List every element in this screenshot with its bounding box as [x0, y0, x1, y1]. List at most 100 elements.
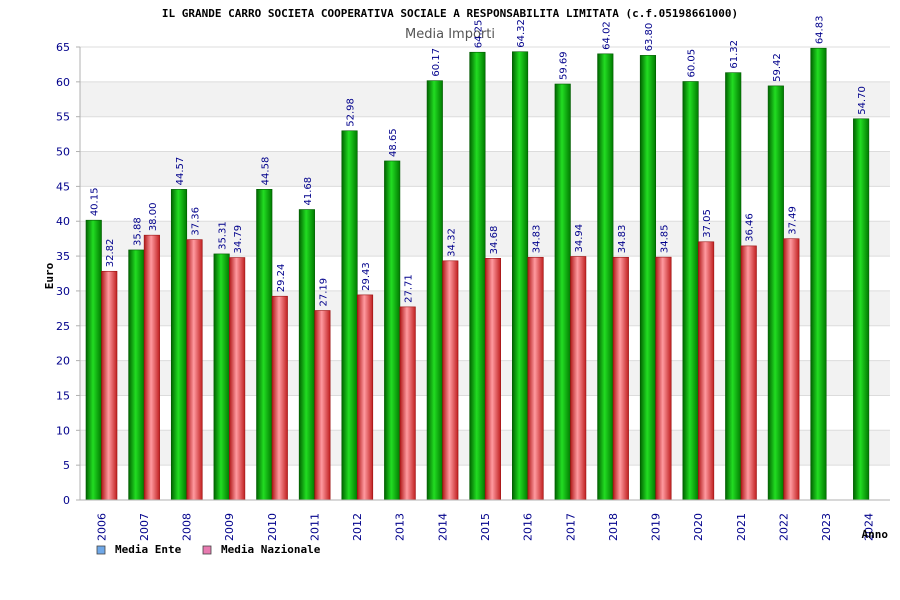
- bar-media-nazionale: [783, 238, 800, 501]
- bar-media-ente: [554, 83, 571, 501]
- x-tick-label: 2008: [181, 513, 194, 541]
- y-tick-label: 5: [63, 459, 70, 472]
- y-tick-label: 30: [56, 285, 70, 298]
- x-tick-label: 2010: [266, 513, 279, 541]
- bar-media-nazionale: [570, 256, 587, 501]
- bar-media-nazionale: [484, 258, 501, 501]
- bar-media-nazionale: [740, 245, 757, 501]
- y-tick-label: 40: [56, 215, 70, 228]
- y-tick-label: 65: [56, 41, 70, 54]
- value-label-media-nazionale: 36.46: [745, 213, 756, 242]
- value-label-media-ente: 40.15: [90, 188, 101, 217]
- value-label-media-nazionale: 32.82: [105, 239, 116, 268]
- bar-media-ente: [426, 80, 443, 501]
- bar-media-ente: [85, 219, 102, 501]
- value-label-media-ente: 64.32: [516, 19, 527, 48]
- value-label-media-ente: 44.58: [260, 157, 271, 186]
- x-tick-label: 2014: [436, 513, 449, 541]
- bar-media-nazionale: [143, 234, 160, 501]
- value-label-media-nazionale: 34.32: [446, 228, 457, 257]
- value-label-media-nazionale: 37.36: [191, 207, 202, 236]
- y-tick-label: 50: [56, 146, 70, 159]
- y-axis-label: Euro: [43, 262, 56, 289]
- y-tick-label: 10: [56, 424, 70, 437]
- value-label-media-nazionale: 29.43: [361, 262, 372, 291]
- y-tick-label: 35: [56, 250, 70, 263]
- y-axis-ticks: 0 5 10 15 20 25 30 35 40 45 50 55 60 65: [56, 41, 80, 507]
- bar-media-nazionale: [356, 294, 374, 501]
- legend-label-media-nazionale: Media Nazionale: [221, 543, 321, 556]
- bar-media-nazionale: [314, 310, 331, 501]
- x-tick-label: 2017: [564, 513, 577, 541]
- y-tick-label: 60: [56, 76, 70, 89]
- x-tick-label: 2023: [820, 513, 833, 541]
- value-label-media-nazionale: 34.94: [574, 224, 585, 253]
- value-labels: 40.15 32.82 35.88 38.00 44.57 37.36 35.31 34.79…: [90, 16, 868, 307]
- bar-media-ente: [384, 160, 401, 501]
- bar-media-nazionale: [399, 306, 416, 501]
- x-tick-label: 2006: [95, 513, 108, 541]
- y-tick-label: 25: [56, 320, 70, 333]
- bar-media-nazionale: [698, 241, 715, 501]
- bar-media-nazionale: [527, 256, 544, 501]
- bar-media-ente: [213, 253, 230, 501]
- y-tick-label: 20: [56, 355, 70, 368]
- value-label-media-nazionale: 34.83: [617, 225, 628, 254]
- value-label-media-ente: 60.17: [431, 48, 442, 77]
- bar-media-ente: [128, 249, 145, 501]
- bar-media-ente: [767, 85, 784, 501]
- value-label-media-ente: 59.42: [772, 53, 783, 82]
- value-label-media-ente: 44.57: [175, 157, 186, 186]
- chart-title: IL GRANDE CARRO SOCIETA COOPERATIVA SOCI…: [162, 7, 738, 20]
- legend-swatch-media-ente: [96, 545, 106, 555]
- bar-media-ente: [853, 118, 870, 501]
- bar-media-nazionale: [612, 256, 629, 501]
- x-tick-label: 2019: [650, 513, 663, 541]
- x-tick-label: 2016: [522, 513, 535, 541]
- chart-subtitle: Media Importi: [405, 27, 495, 42]
- value-label-media-ente: 59.69: [559, 51, 570, 80]
- x-tick-label: 2018: [607, 513, 620, 541]
- value-label-media-ente: 35.88: [132, 217, 143, 246]
- x-axis-ticks: 2006 2007 2008 2009 2010 2011 2012 2013 2014 2015…: [95, 513, 875, 541]
- y-tick-label: 15: [56, 389, 70, 402]
- bar-media-nazionale: [655, 256, 672, 501]
- value-label-media-nazionale: 29.24: [276, 264, 287, 293]
- value-label-media-ente: 61.32: [729, 40, 740, 69]
- value-label-media-nazionale: 34.85: [659, 224, 670, 253]
- x-tick-label: 2012: [351, 513, 364, 541]
- value-label-media-ente: 64.83: [814, 16, 825, 45]
- y-tick-label: 45: [56, 180, 70, 193]
- bar-media-ente: [469, 51, 486, 501]
- value-label-media-nazionale: 37.05: [702, 209, 713, 238]
- x-tick-label: 2013: [394, 513, 407, 541]
- value-label-media-nazionale: 37.49: [787, 206, 798, 235]
- x-tick-label: 2020: [692, 513, 705, 541]
- bar-media-ente: [639, 55, 657, 501]
- value-label-media-nazionale: 34.79: [233, 225, 244, 254]
- bar-media-ente: [298, 209, 315, 501]
- value-label-media-nazionale: 34.83: [532, 225, 543, 254]
- bar-media-ente: [341, 130, 358, 501]
- x-tick-label: 2024: [863, 513, 876, 541]
- value-label-media-ente: 64.25: [473, 20, 484, 49]
- value-label-media-nazionale: 27.71: [404, 274, 415, 303]
- value-label-media-nazionale: 34.68: [489, 226, 500, 255]
- bar-media-ente: [512, 51, 529, 501]
- value-label-media-ente: 64.02: [601, 21, 612, 50]
- bar-media-ente: [170, 189, 188, 501]
- value-label-media-ente: 54.70: [857, 86, 868, 115]
- legend: Media Ente Media Nazionale: [96, 543, 321, 556]
- value-label-media-ente: 60.05: [687, 49, 698, 78]
- bar-media-ente: [810, 47, 827, 501]
- legend-swatch-media-nazionale: [202, 545, 212, 555]
- x-tick-label: 2009: [223, 513, 236, 541]
- value-label-media-ente: 52.98: [346, 98, 357, 127]
- legend-label-media-ente: Media Ente: [115, 543, 182, 556]
- x-tick-label: 2021: [735, 513, 748, 541]
- value-label-media-nazionale: 38.00: [148, 203, 159, 232]
- bar-media-ente: [725, 72, 742, 501]
- value-label-media-ente: 48.65: [388, 128, 399, 157]
- value-label-media-ente: 63.80: [644, 23, 655, 52]
- value-label-media-ente: 41.68: [303, 177, 314, 206]
